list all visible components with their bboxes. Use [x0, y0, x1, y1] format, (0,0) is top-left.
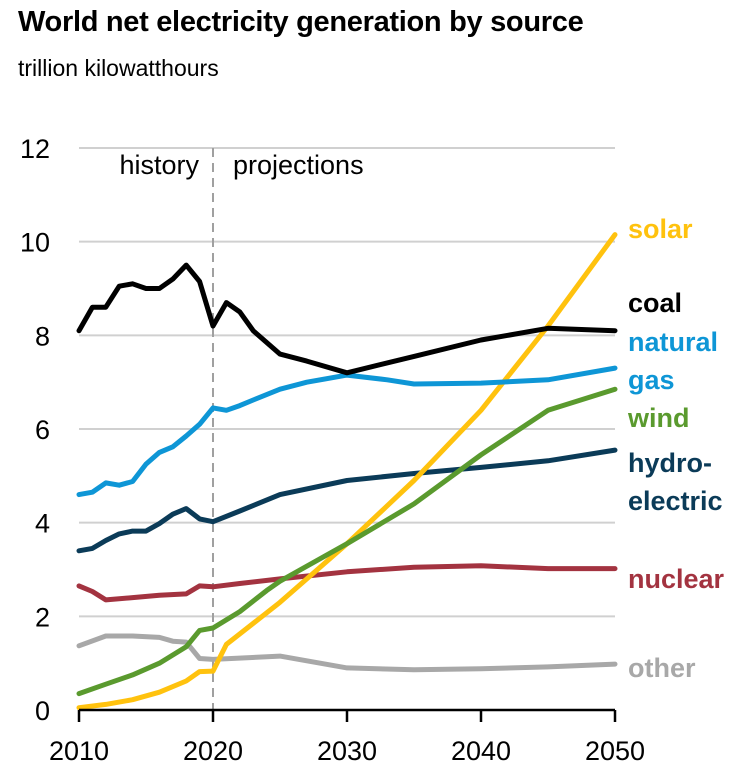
y-tick-label: 0	[35, 696, 50, 726]
x-axis: 2010 2020 2030 2040 2050	[49, 708, 645, 766]
series-label-other: other	[628, 653, 696, 683]
x-tick-label: 2010	[49, 736, 109, 766]
series-line-wind	[76, 386, 618, 697]
series-label-hydroelectric: hydro-	[628, 448, 712, 478]
series-line-nuclear	[76, 563, 618, 603]
x-tick-label: 2020	[183, 736, 243, 766]
series-line-other	[76, 633, 618, 673]
y-axis-ticks: 0 2 4 6 8 10 12	[20, 134, 50, 726]
series-label-solar: solar	[628, 214, 693, 244]
series-line-coal	[76, 262, 618, 376]
series-label-coal: coal	[628, 288, 682, 318]
x-tick-label: 2050	[585, 736, 645, 766]
y-tick-label: 4	[35, 509, 50, 539]
y-tick-label: 2	[35, 602, 50, 632]
y-tick-label: 10	[20, 228, 50, 258]
projections-label: projections	[233, 150, 364, 180]
history-projection-divider: history projections	[119, 148, 364, 710]
series-label-natural-gas: natural	[628, 327, 718, 357]
x-tick-label: 2040	[451, 736, 511, 766]
series-labels: coal natural gas wind solar hydro-electric nuc…	[627, 214, 725, 683]
gridlines	[79, 147, 615, 618]
series-line-natural-gas	[76, 365, 618, 498]
x-tick-label: 2030	[317, 736, 377, 766]
history-label: history	[119, 150, 199, 180]
series-label-wind: wind	[627, 403, 690, 433]
y-tick-label: 6	[35, 415, 50, 445]
series-label-nuclear: nuclear	[628, 564, 725, 594]
series-line-hydroelectric	[76, 447, 618, 554]
series-line-solar	[76, 232, 618, 711]
series-lines	[76, 232, 618, 711]
y-tick-label: 12	[20, 134, 50, 164]
y-tick-label: 8	[35, 321, 50, 351]
series-label-natural-gas: gas	[628, 365, 675, 395]
chart-subtitle: trillion kilowatthours	[18, 55, 219, 81]
chart-title: World net electricity generation by sour…	[18, 6, 584, 38]
series-label-hydroelectric: electric	[628, 486, 723, 516]
